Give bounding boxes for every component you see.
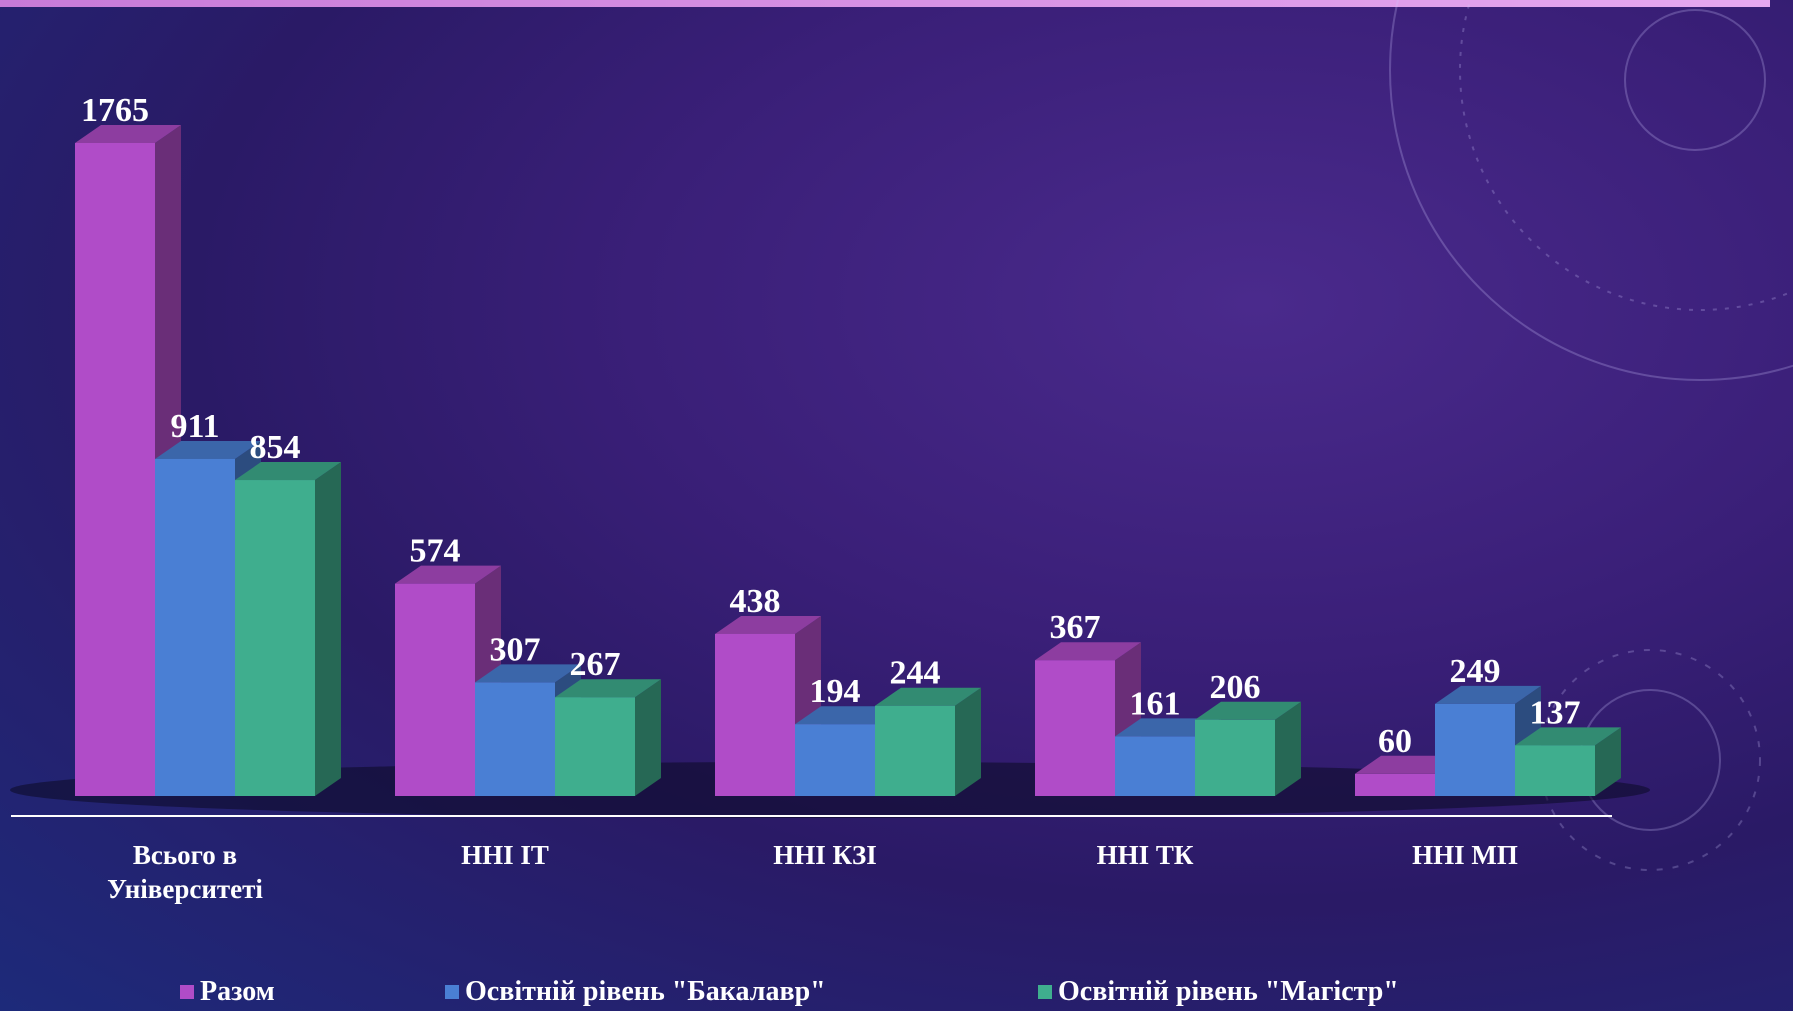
bar-front (1515, 745, 1595, 796)
bar-front (555, 697, 635, 796)
bar-front (1115, 736, 1195, 796)
top-strip (0, 0, 1770, 7)
bar-top (1115, 718, 1221, 737)
bar-top (1035, 642, 1141, 661)
data-label: 1765 (81, 92, 149, 129)
legend-label: Освітній рівень "Магістр" (1058, 976, 1399, 1007)
bar-side (1275, 701, 1301, 796)
data-label: 206 (1210, 669, 1261, 706)
bar-front (795, 724, 875, 796)
bar-top (1435, 685, 1541, 704)
bar-front (155, 458, 235, 796)
legend-swatch (1038, 985, 1052, 999)
bar-front (1355, 773, 1435, 796)
bar-top (795, 706, 901, 725)
legend-swatch (180, 985, 194, 999)
legend-item: Освітній рівень "Магістр" (1038, 976, 1399, 1008)
data-label: 194 (810, 673, 861, 710)
x-tick-label: ННІ ТК (1096, 840, 1194, 870)
bar-side (1595, 727, 1621, 796)
x-tick-label: ННІ ІТ (461, 840, 549, 870)
bar-front (1035, 660, 1115, 796)
data-label: 307 (490, 631, 541, 668)
bar-top (475, 664, 581, 683)
bar-front (235, 480, 315, 796)
bar-top (155, 440, 261, 459)
data-label: 854 (250, 429, 301, 466)
bar-top (1515, 727, 1621, 746)
bar-top (1355, 755, 1461, 774)
bar (555, 679, 661, 796)
data-label: 60 (1378, 723, 1412, 760)
bar-side (635, 679, 661, 796)
legend-item: Освітній рівень "Бакалавр" (445, 976, 826, 1008)
legend-label: Освітній рівень "Бакалавр" (465, 976, 826, 1007)
data-label: 911 (170, 408, 219, 445)
legend-label: Разом (200, 976, 275, 1007)
data-label: 244 (890, 655, 941, 692)
bar-side (955, 687, 981, 796)
bar-top (235, 462, 341, 481)
bar-top (875, 687, 981, 706)
data-label: 574 (410, 533, 461, 570)
bar-front (395, 583, 475, 796)
data-label: 161 (1130, 685, 1181, 722)
bar-front (1195, 719, 1275, 796)
legend-swatch (445, 985, 459, 999)
legend-item: Разом (180, 976, 275, 1008)
data-label: 249 (1450, 653, 1501, 690)
data-label: 367 (1050, 609, 1101, 646)
bar-front (875, 705, 955, 796)
x-tick-label: Всього в Університеті (107, 840, 263, 904)
bar (1195, 701, 1301, 796)
bar (875, 687, 981, 796)
bar-front (715, 633, 795, 796)
bar-side (315, 462, 341, 796)
x-tick-label: ННІ КЗІ (773, 840, 877, 870)
bar-front (1435, 703, 1515, 796)
bar-top (1195, 701, 1301, 720)
bar-top (75, 125, 181, 143)
data-label: 438 (730, 583, 781, 620)
data-label: 137 (1530, 694, 1581, 731)
bar-top (395, 565, 501, 584)
bar-front (475, 682, 555, 796)
bar-top (555, 679, 661, 698)
bar-top (715, 615, 821, 634)
data-label: 267 (570, 646, 621, 683)
bar-front (75, 143, 155, 796)
bar (235, 462, 341, 796)
bar (1515, 727, 1621, 796)
x-tick-label: ННІ МП (1412, 840, 1518, 870)
